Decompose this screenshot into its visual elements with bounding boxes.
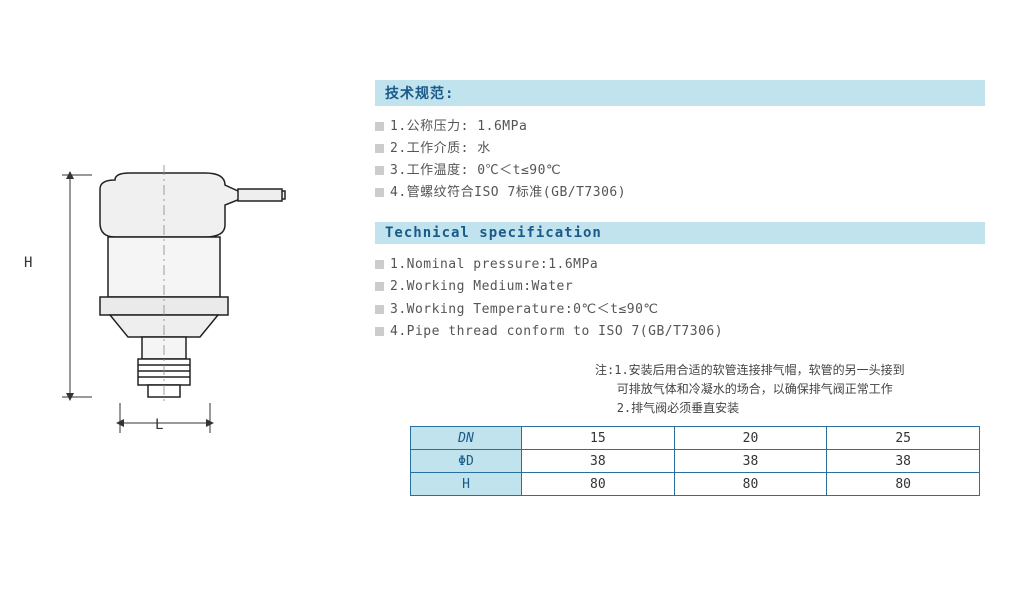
table-cell: 80 — [522, 473, 675, 496]
spec-item: 3.工作温度: 0℃＜t≤90℃ — [390, 163, 561, 178]
table-row: H 80 80 80 — [411, 473, 980, 496]
table-cell: 15 — [522, 427, 675, 450]
dimension-table: DN 15 20 25 ΦD 38 38 38 H 80 80 80 — [410, 426, 980, 496]
table-cell: 38 — [522, 450, 675, 473]
spec-item: 1.Nominal pressure:1.6MPa — [390, 257, 598, 272]
bullet-icon — [375, 122, 384, 131]
spec-item: 4.管螺纹符合ISO 7标准(GB/T7306) — [390, 185, 626, 200]
row-header-dn: DN — [411, 427, 522, 450]
table-row: DN 15 20 25 — [411, 427, 980, 450]
dim-label-l: L — [155, 417, 163, 433]
dim-label-h: H — [24, 255, 32, 271]
bullet-icon — [375, 166, 384, 175]
spec-item: 2.Working Medium:Water — [390, 279, 573, 294]
spec-item: 2.工作介质: 水 — [390, 141, 491, 156]
note-line: 可排放气体和冷凝水的场合，以确保排气阀正常工作 — [617, 382, 893, 396]
row-header-h: H — [411, 473, 522, 496]
row-header-phid: ΦD — [411, 450, 522, 473]
bullet-icon — [375, 260, 384, 269]
spec-item: 3.Working Temperature:0℃＜t≤90℃ — [390, 302, 659, 317]
bullet-icon — [375, 188, 384, 197]
section-title-en: Technical specification — [375, 222, 985, 244]
dimension-diagram: H L — [30, 165, 320, 445]
bullet-icon — [375, 144, 384, 153]
spec-list-en: 1.Nominal pressure:1.6MPa 2.Working Medi… — [375, 254, 985, 342]
table-cell: 38 — [674, 450, 827, 473]
bullet-icon — [375, 282, 384, 291]
table-row: ΦD 38 38 38 — [411, 450, 980, 473]
note-line: 2.排气阀必须垂直安装 — [617, 401, 739, 415]
table-cell: 20 — [674, 427, 827, 450]
section-title-cn: 技术规范: — [375, 80, 985, 106]
spec-list-cn: 1.公称压力: 1.6MPa 2.工作介质: 水 3.工作温度: 0℃＜t≤90… — [375, 116, 985, 204]
bullet-icon — [375, 305, 384, 314]
bullet-icon — [375, 327, 384, 336]
install-notes: 注:1.安装后用合适的软管连接排气帽，软管的另一头接到 可排放气体和冷凝水的场合… — [595, 361, 985, 419]
spec-item: 1.公称压力: 1.6MPa — [390, 119, 527, 134]
note-line: 1.安装后用合适的软管连接排气帽，软管的另一头接到 — [614, 363, 904, 377]
table-cell: 25 — [827, 427, 980, 450]
note-prefix: 注: — [595, 363, 614, 377]
valve-drawing-svg — [30, 165, 320, 445]
table-cell: 38 — [827, 450, 980, 473]
spec-item: 4.Pipe thread conform to ISO 7(GB/T7306) — [390, 324, 723, 339]
table-cell: 80 — [674, 473, 827, 496]
table-cell: 80 — [827, 473, 980, 496]
